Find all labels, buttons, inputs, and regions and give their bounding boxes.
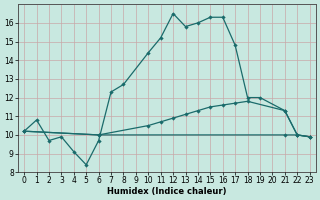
X-axis label: Humidex (Indice chaleur): Humidex (Indice chaleur) [107, 187, 227, 196]
